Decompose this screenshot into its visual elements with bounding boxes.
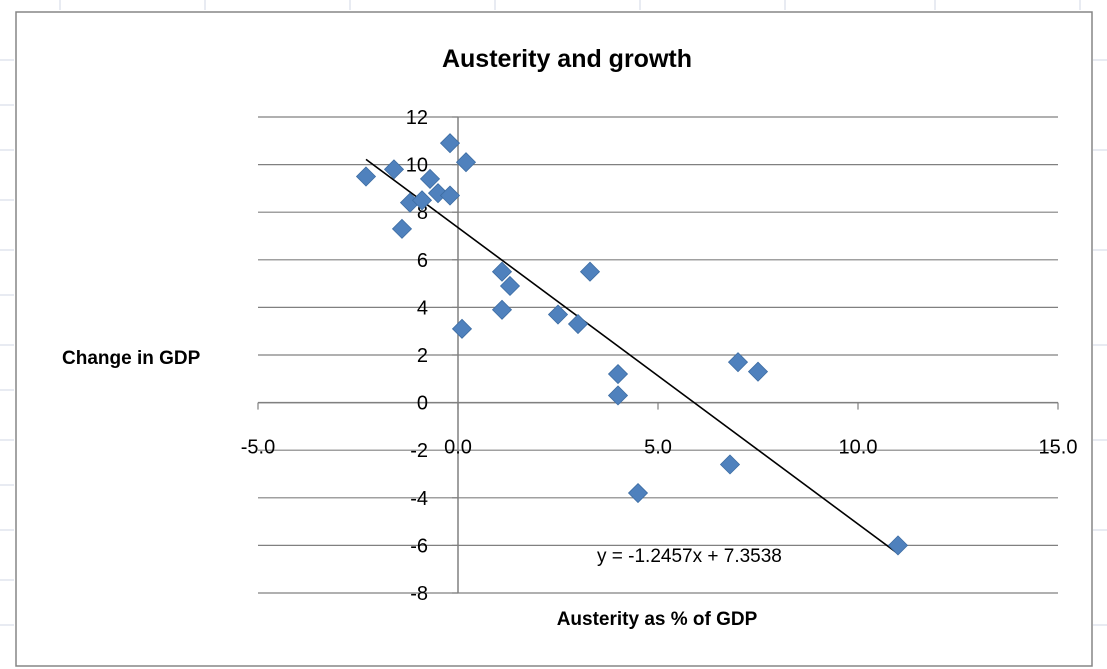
y-tick-label: -2	[410, 440, 428, 462]
y-axis-tick-labels: 12 10 8 6 4 2 0 -2 -4 -6 -8	[406, 107, 458, 605]
y-tick-label: 8	[417, 202, 428, 224]
data-point	[439, 133, 461, 154]
y-tick-label: 6	[417, 250, 428, 272]
x-tick-label: 5.0	[644, 437, 672, 459]
y-tick-label: -4	[410, 488, 428, 510]
data-point	[547, 304, 569, 325]
trendline-equation: y = -1.2457x + 7.3538	[597, 546, 782, 567]
x-tick-label: 0.0	[444, 437, 472, 459]
data-point	[411, 190, 433, 211]
y-axis-title: Change in GDP	[62, 348, 201, 369]
horizontal-gridlines	[258, 116, 1058, 594]
trendline	[365, 158, 899, 555]
data-point	[607, 385, 629, 406]
y-tick-label: -8	[410, 583, 428, 605]
y-tick-label: 0	[417, 393, 428, 415]
y-tick-label: 4	[417, 297, 428, 319]
data-point	[727, 352, 749, 373]
trendline-group	[365, 158, 899, 555]
data-point	[455, 152, 477, 173]
x-tick-label: 15.0	[1039, 437, 1078, 459]
y-tick-label: 10	[406, 155, 428, 177]
x-tick-label: 10.0	[839, 437, 878, 459]
chart-title: Austerity and growth	[442, 45, 692, 73]
chart-border	[15, 11, 1093, 667]
data-point	[747, 361, 769, 382]
spreadsheet-gridlines	[0, 0, 1107, 626]
data-point	[567, 313, 589, 335]
data-point	[499, 275, 521, 297]
data-points	[355, 133, 909, 556]
y-tick-label: 12	[406, 107, 428, 129]
data-point	[719, 454, 741, 475]
data-point	[355, 166, 377, 187]
x-tick-label: -5.0	[241, 437, 275, 459]
y-tick-label: -6	[410, 535, 428, 557]
data-point	[419, 168, 441, 189]
data-point	[491, 299, 513, 320]
x-axis-tick-labels: -5.0 0.0 5.0 10.0 15.0	[241, 402, 1078, 459]
data-point	[391, 218, 413, 239]
y-tick-label: 2	[417, 345, 428, 367]
data-point	[579, 261, 601, 282]
data-point	[439, 185, 461, 206]
data-point	[887, 535, 909, 556]
data-point	[491, 261, 513, 282]
data-point	[383, 159, 405, 180]
data-point	[451, 318, 473, 339]
data-point	[607, 363, 629, 385]
data-point	[627, 482, 649, 504]
x-axis-title: Austerity as % of GDP	[557, 609, 758, 630]
